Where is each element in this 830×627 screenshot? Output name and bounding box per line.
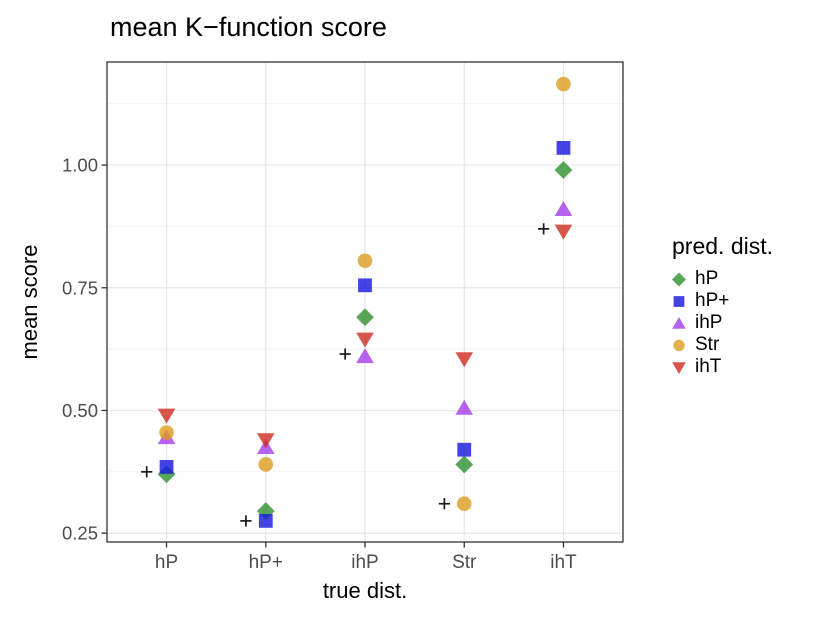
- y-tick-label: 1.00: [62, 155, 98, 176]
- x-tick-label: ihP: [351, 552, 378, 573]
- data-point: [356, 308, 374, 327]
- data-point: [672, 272, 686, 287]
- data-point: [258, 457, 274, 472]
- y-tick-label: 0.75: [62, 277, 98, 298]
- data-point: [673, 296, 685, 307]
- legend-label: Str: [695, 334, 720, 355]
- legend-label: hP: [695, 268, 719, 289]
- x-axis: hP hP+ ihP Str ihT: [155, 542, 577, 573]
- reference-point: [339, 348, 351, 360]
- data-point: [556, 140, 571, 155]
- x-axis-title: true dist.: [322, 578, 408, 603]
- legend-marker-triangle-up-icon: [672, 317, 686, 329]
- data-point: [672, 362, 686, 374]
- y-tick-label: 0.25: [62, 523, 98, 544]
- grid: [107, 62, 623, 542]
- data-point: [357, 253, 373, 269]
- reference-point: [240, 515, 252, 527]
- legend-label: hP+: [695, 290, 730, 311]
- legend-items: hP hP+ ihP Str ihT: [670, 268, 773, 378]
- reference-point: [438, 498, 450, 510]
- data-point: [455, 352, 474, 368]
- legend: pred. dist. hP hP+ ihP Str ihT: [670, 232, 773, 378]
- data-point: [356, 332, 374, 348]
- y-tick-label: 0.50: [62, 400, 98, 421]
- data-point: [358, 278, 372, 293]
- reference-point: [538, 223, 550, 235]
- data-point: [258, 513, 273, 528]
- data-point: [673, 339, 685, 352]
- legend-item-Str: Str: [670, 334, 773, 356]
- data-point: [455, 399, 474, 415]
- data-point: [455, 455, 474, 474]
- series-ihT: [157, 224, 573, 449]
- series-plus: [141, 223, 550, 527]
- data-point: [456, 496, 472, 512]
- legend-label: ihP: [695, 312, 723, 333]
- legend-marker-triangle-down-icon: [672, 362, 686, 374]
- x-tick-label: hP: [155, 552, 178, 573]
- x-tick-label: ihT: [550, 552, 577, 573]
- legend-marker-circle-icon: [673, 339, 685, 352]
- data-point: [157, 408, 176, 424]
- data-point: [554, 224, 573, 240]
- legend-marker-square-icon: [673, 296, 685, 307]
- data-point: [356, 348, 374, 364]
- x-tick-label: hP+: [249, 552, 283, 573]
- reference-point: [141, 466, 153, 478]
- x-tick-label: Str: [452, 552, 477, 573]
- data-point: [256, 433, 275, 449]
- legend-marker-diamond-icon: [672, 272, 686, 287]
- data-point: [554, 161, 573, 179]
- data-point: [457, 442, 472, 457]
- legend-label: ihT: [695, 356, 722, 377]
- y-axis: 0.25 0.50 0.75 1.00: [62, 155, 107, 544]
- series-hP+: [159, 140, 571, 528]
- data-point: [159, 425, 174, 440]
- legend-item-ihP: ihP: [670, 312, 773, 334]
- legend-item-hP: hP: [670, 268, 773, 290]
- chart-title: mean K−function score: [110, 12, 387, 42]
- legend-item-hP+: hP+: [670, 290, 773, 312]
- data-point: [159, 460, 174, 474]
- legend-item-ihT: ihT: [670, 356, 773, 378]
- legend-title: pred. dist.: [672, 233, 773, 259]
- series-Str: [159, 76, 571, 512]
- data-point: [556, 76, 571, 92]
- data-point: [672, 317, 686, 329]
- data-point: [554, 200, 573, 216]
